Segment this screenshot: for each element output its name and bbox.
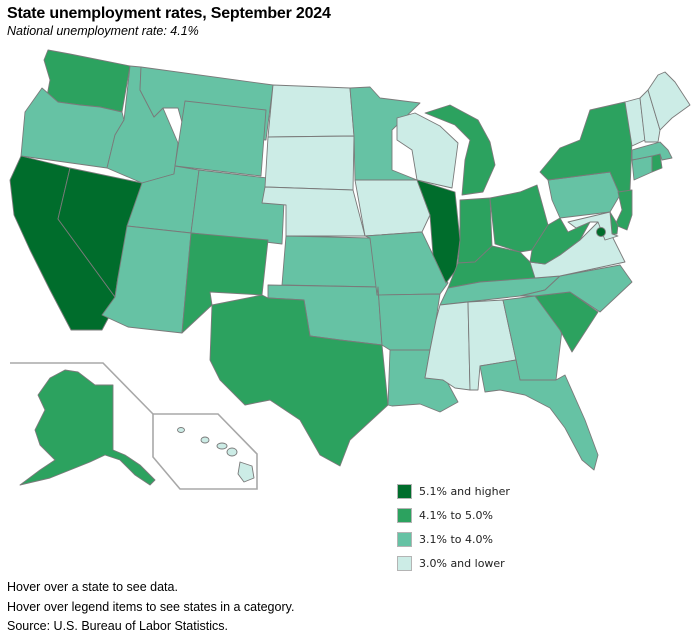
inset-border-hawaii: [152, 413, 258, 490]
legend-label: 5.1% and higher: [419, 484, 510, 498]
state-ar[interactable]: [376, 286, 441, 351]
state-nm[interactable]: [181, 232, 269, 334]
notes: Hover over a state to see data. Hover ov…: [7, 578, 294, 637]
state-mo[interactable]: [364, 231, 449, 296]
state-co[interactable]: [190, 169, 286, 245]
state-ak[interactable]: [19, 369, 156, 486]
state-wy[interactable]: [174, 100, 267, 177]
legend-swatch: [397, 483, 412, 499]
legend-swatch: [397, 531, 412, 547]
state-fl[interactable]: [479, 359, 599, 471]
state-nc[interactable]: [519, 264, 633, 313]
state-ma[interactable]: [631, 141, 673, 161]
state-dc[interactable]: [596, 227, 606, 237]
legend-swatch: [397, 555, 412, 571]
state-nd[interactable]: [267, 84, 355, 138]
legend-label: 3.1% to 4.0%: [419, 532, 493, 546]
state-ia[interactable]: [354, 179, 431, 237]
legend-item-high[interactable]: 5.1% and higher: [397, 479, 510, 503]
chart-title: State unemployment rates, September 2024: [7, 5, 331, 22]
legend: 5.1% and higher 4.1% to 5.0% 3.1% to 4.0…: [397, 479, 510, 575]
source-note: Source: U.S. Bureau of Labor Statistics.: [7, 619, 228, 633]
chart-subtitle: National unemployment rate: 4.1%: [7, 24, 199, 38]
state-wi[interactable]: [396, 112, 459, 189]
state-hi[interactable]: [177, 427, 255, 483]
legend-label: 3.0% and lower: [419, 556, 505, 570]
inset-border-alaska: [10, 362, 154, 415]
state-nh[interactable]: [639, 89, 661, 143]
state-mi[interactable]: [424, 104, 496, 196]
state-me[interactable]: [647, 71, 691, 131]
legend-item-low[interactable]: 3.0% and lower: [397, 551, 510, 575]
hover-state-note: Hover over a state to see data.: [7, 580, 178, 594]
state-sd[interactable]: [264, 135, 355, 191]
legend-swatch: [397, 507, 412, 523]
legend-item-mid-high[interactable]: 4.1% to 5.0%: [397, 503, 510, 527]
state-il[interactable]: [416, 179, 461, 284]
state-mn[interactable]: [349, 86, 421, 181]
legend-label: 4.1% to 5.0%: [419, 508, 493, 522]
state-wv[interactable]: [529, 217, 591, 265]
state-ks[interactable]: [281, 235, 379, 288]
hover-legend-note: Hover over legend items to see states in…: [7, 599, 295, 614]
legend-item-mid-low[interactable]: 3.1% to 4.0%: [397, 527, 510, 551]
state-nj[interactable]: [614, 189, 633, 231]
state-tx[interactable]: [209, 294, 389, 467]
